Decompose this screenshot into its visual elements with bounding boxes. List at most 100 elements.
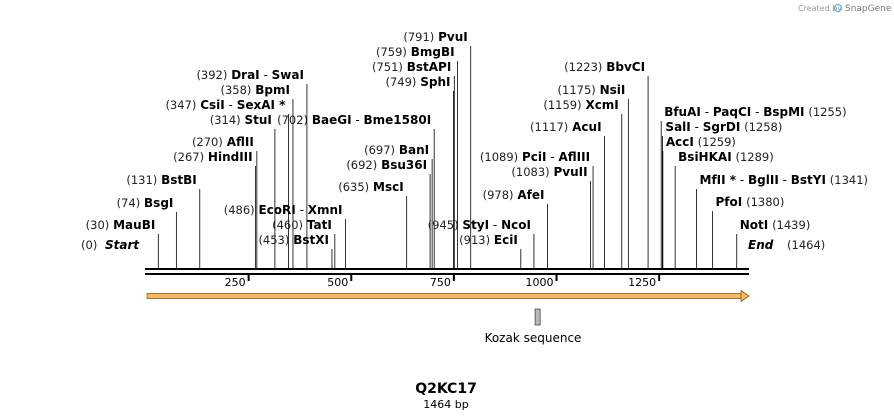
site-acui: (1117) AcuI — [530, 120, 605, 268]
site-position: (945) — [428, 218, 459, 232]
end-position: (1464) — [787, 238, 825, 252]
enzyme-name: Bsu36I — [381, 158, 427, 172]
site-acci: AccI (1259) — [662, 135, 736, 268]
ruler-tick: 500 — [327, 275, 353, 289]
site-position: (749) — [385, 75, 416, 89]
site-label: (913) EciI — [459, 233, 518, 247]
enzyme-name: EciI — [494, 233, 518, 247]
site-bbvci: (1223) BbvCI — [564, 60, 649, 268]
site-ecori: (486) EcoRI - XmnI — [224, 203, 346, 268]
site-position: (358) — [220, 83, 251, 97]
enzyme-name: BstXI — [293, 233, 329, 247]
site-position: (913) — [459, 233, 490, 247]
enzyme-name: BstAPI — [407, 60, 452, 74]
site-hindiii: (267) HindIII — [173, 150, 257, 268]
enzyme-name: SwaI — [272, 68, 304, 82]
site-label: (791) PvuI — [403, 30, 467, 44]
site-aflii: (270) AflII — [192, 135, 258, 268]
enzyme-name: DraI — [231, 68, 259, 82]
ruler: 250 500 750 1000 1250 — [225, 275, 661, 289]
enzyme-name: BstYI — [791, 173, 826, 187]
enzyme-name: MauBI — [113, 218, 155, 232]
dna-backbone — [145, 268, 749, 275]
site-position: (1223) — [564, 60, 602, 74]
site-label: (945) StyI - NcoI — [428, 218, 531, 232]
site-bsihkai: BsiHKAI (1289) — [674, 150, 774, 268]
site-afei: (978) AfeI — [483, 188, 548, 268]
site-bsu36i: (692) Bsu36I — [346, 158, 431, 268]
site-bpmi: (358) BpmI — [220, 83, 294, 268]
site-position: (453) — [258, 233, 289, 247]
site-stui: (314) StuI — [210, 113, 276, 268]
site-drai: (392) DraI - SwaI — [196, 68, 308, 268]
kozak-box — [534, 308, 541, 326]
enzyme-name: SgrDI — [703, 120, 741, 134]
site-label: (978) AfeI — [483, 188, 545, 202]
site-msci: (635) MscI — [338, 180, 408, 268]
enzyme-name: StuI — [245, 113, 272, 127]
site-maubi: (30) MauBI — [86, 218, 159, 268]
site-label: (453) BstXI — [258, 233, 329, 247]
enzyme-name: AflIII — [558, 150, 590, 164]
site-xcmi: (1159) XcmI — [543, 98, 623, 268]
site-label: (1159) XcmI — [543, 98, 618, 112]
site-sali: SalI - SgrDI (1258) — [662, 120, 782, 268]
enzyme-name: PaqCI — [713, 105, 751, 119]
enzyme-name: SphI — [420, 75, 450, 89]
site-bmgbi: (759) BmgBI — [376, 45, 458, 268]
site-position: (759) — [376, 45, 407, 59]
ruler-tick-label: 500 — [327, 276, 348, 289]
enzyme-name: MfII * — [700, 173, 737, 187]
end-label: End — [748, 238, 774, 252]
site-label: (314) StuI — [210, 113, 272, 127]
enzyme-name: BmgBI — [411, 45, 455, 59]
enzyme-name: NsiI — [600, 83, 626, 97]
site-label: (460) TatI — [272, 218, 332, 232]
feature-kozak: Kozak sequence — [485, 308, 582, 345]
site-bsgi: (74) BsgI — [117, 196, 177, 268]
enzyme-name: AfeI — [517, 188, 544, 202]
ruler-tick: 250 — [225, 275, 250, 289]
site-ecii: (913) EciI — [459, 233, 522, 268]
site-position: (1083) — [511, 165, 549, 179]
enzyme-name: TatI — [307, 218, 332, 232]
enzyme-name: PvuI — [438, 30, 468, 44]
enzyme-name: BspMI — [763, 105, 804, 119]
site-position: (392) — [196, 68, 227, 82]
enzyme-name: PfoI — [716, 195, 743, 209]
site-position: (486) — [224, 203, 255, 217]
site-position: (1117) — [530, 120, 568, 134]
brand-text: SnapGene — [845, 4, 892, 14]
site-label: (267) HindIII — [173, 150, 252, 164]
ruler-tick-label: 1250 — [628, 276, 656, 289]
restriction-sites: (30) MauBI (74) BsgI (131) BstBI (267) Hind… — [86, 30, 868, 268]
site-position: (1439) — [772, 218, 810, 232]
start-label: Start — [105, 238, 140, 252]
site-label: AccI (1259) — [666, 135, 736, 149]
site-label: (347) CsiI - SexAI * — [165, 98, 286, 112]
enzyme-name: PciI — [522, 150, 547, 164]
site-label: (1223) BbvCI — [564, 60, 645, 74]
site-position: (697) — [364, 143, 395, 157]
ruler-tick: 750 — [430, 275, 455, 289]
site-label: (749) SphI — [385, 75, 450, 89]
site-label: (697) BanI — [364, 143, 429, 157]
kozak-label: Kozak sequence — [485, 331, 582, 345]
site-label: NotI (1439) — [740, 218, 811, 232]
site-mfii: MfII * - BglII - BstYI (1341) — [696, 173, 868, 268]
site-sphi: (749) SphI — [385, 75, 454, 268]
site-styi: (945) StyI - NcoI — [428, 218, 535, 268]
enzyme-name: AcuI — [572, 120, 601, 134]
site-bstapi: (751) BstAPI — [372, 60, 455, 268]
enzyme-name: BsgI — [144, 196, 173, 210]
map-length: 1464 bp — [423, 398, 468, 411]
site-label: (270) AflII — [192, 135, 254, 149]
enzyme-name: BanI — [399, 143, 429, 157]
enzyme-name: MscI — [373, 180, 404, 194]
site-tati: (460) TatI — [272, 218, 336, 268]
site-position: (978) — [483, 188, 514, 202]
enzyme-name: EcoRI — [259, 203, 296, 217]
site-label: (1083) PvuII — [511, 165, 587, 179]
site-label: (1175) NsiI — [558, 83, 626, 97]
